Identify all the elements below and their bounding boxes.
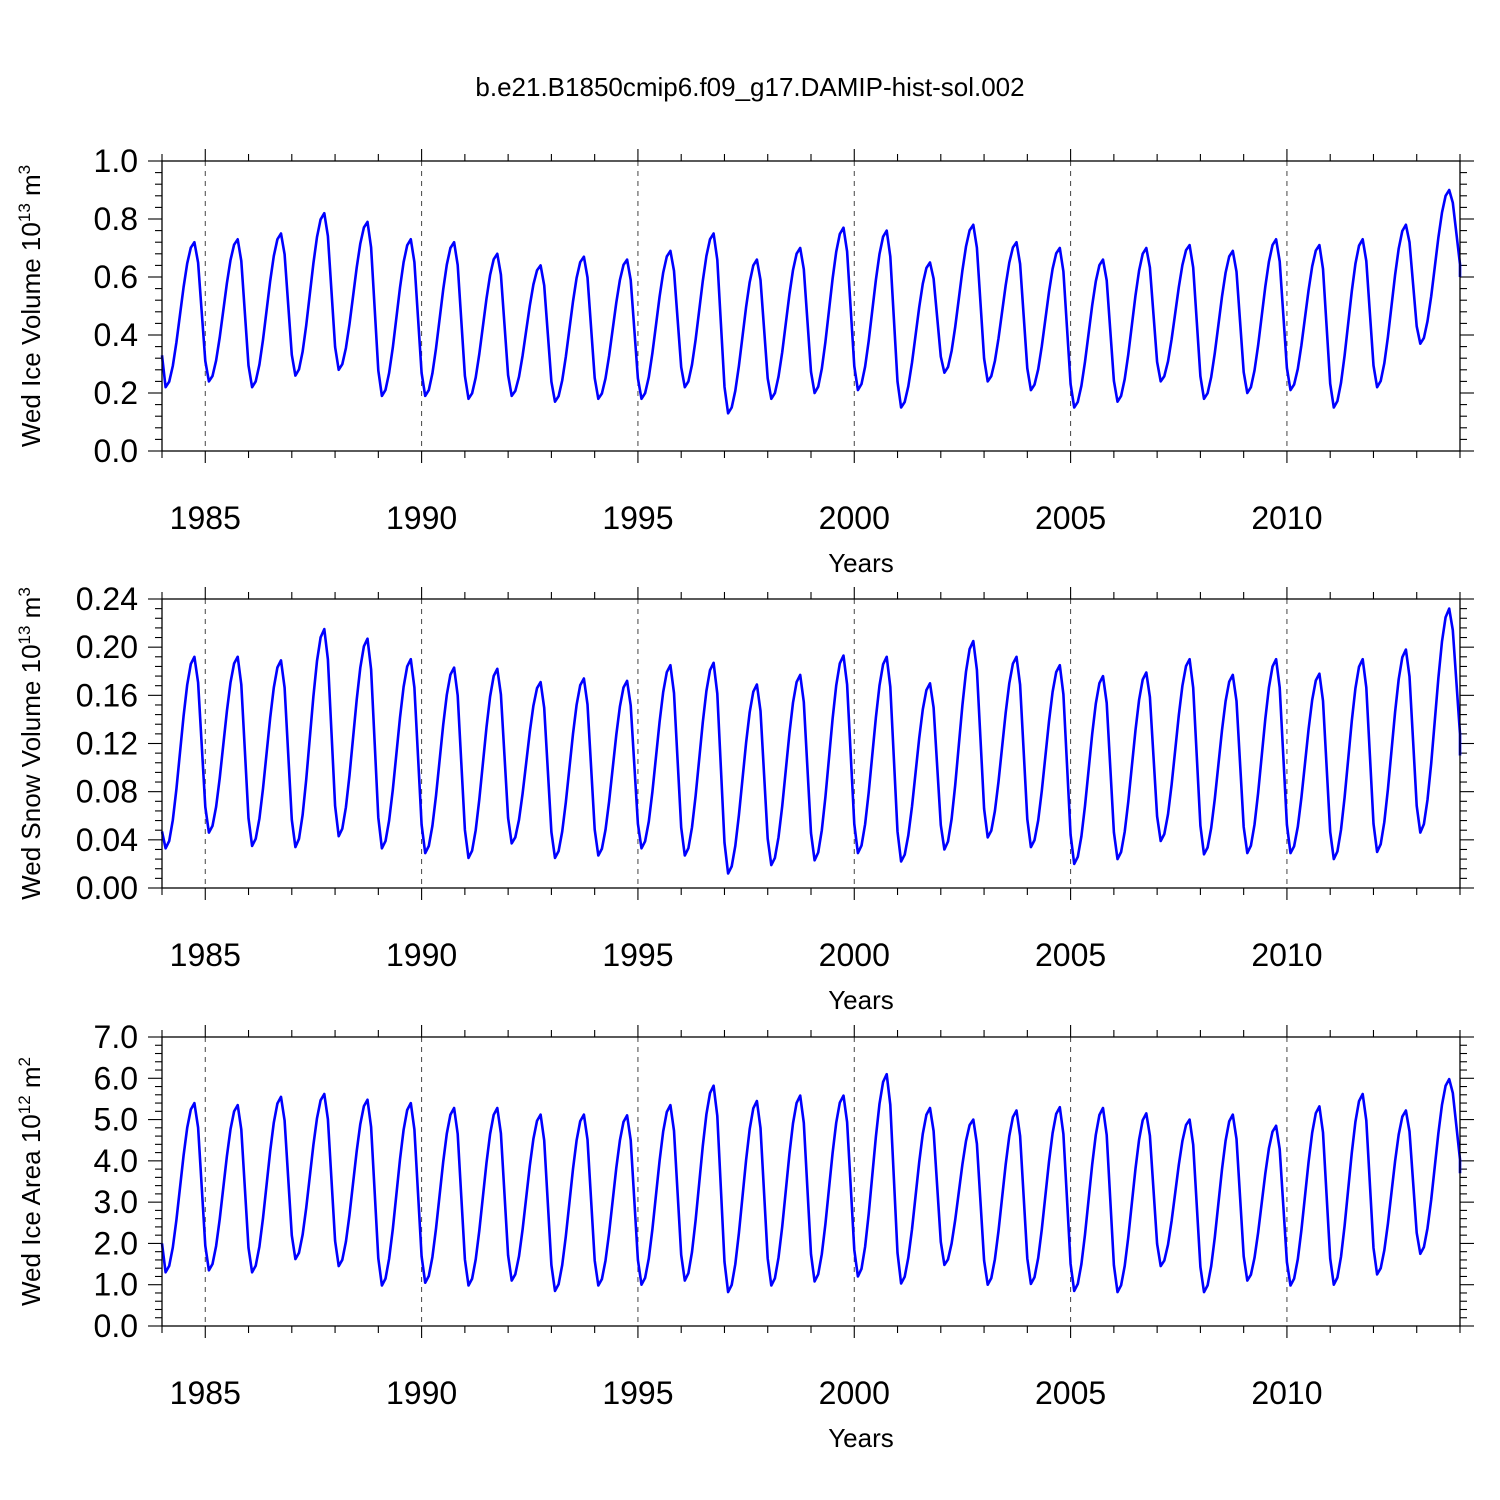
y-axis-label-text: Wed Ice Area 10 [16,1114,46,1306]
series-line-snow-volume [160,607,1462,875]
plot-frame [161,160,1461,452]
y-tick-label: 2.0 [94,1225,138,1261]
y-axis-label-text: Wed Ice Volume 10 [16,222,46,447]
y-tick-label: 1.0 [94,143,138,179]
y-tick-label: 5.0 [94,1102,138,1138]
y-tick-label: 0.08 [76,774,138,810]
x-tick-label: 2000 [819,937,890,973]
x-tick-label: 2010 [1251,1375,1322,1411]
x-tick-label: 1995 [602,500,673,536]
x-tick-label: 1995 [602,1375,673,1411]
x-tick-label: 1985 [170,1375,241,1411]
y-tick-label: 0.20 [76,629,138,665]
y-tick-label: 6.0 [94,1060,138,1096]
chart-panel-snow-volume: 0.00 0.04 0.08 0.12 0.16 0.20 0.24 1985 1990 1995… [15,581,1474,1015]
chart-panel-ice-area: 0.0 1.0 2.0 3.0 4.0 5.0 6.0 7.0 1985 1990 1995 2000… [15,1019,1474,1453]
y-axis-label-sup1: 12 [15,1095,34,1114]
x-tick-label: 1985 [170,500,241,536]
y-tick-label: 0.8 [94,201,138,237]
chart-panel-ice-volume: 0.0 0.2 0.4 0.6 0.8 1.0 1985 1990 1995 2000 2005 20… [15,143,1474,578]
y-tick-label: 0.12 [76,726,138,762]
y-tick-label: 3.0 [94,1184,138,1220]
x-axis-label: Years [828,548,894,578]
y-axis-label-sup2: 3 [15,165,34,174]
y-tick-label: 0.0 [94,433,138,469]
y-axis-label-sup2: 3 [15,587,34,596]
x-tick-label: 2005 [1035,1375,1106,1411]
x-tick-label: 2010 [1251,500,1322,536]
series-line-ice-volume [160,188,1462,415]
y-axis-label-sup1: 13 [15,626,34,645]
y-tick-label: 0.24 [76,581,138,617]
y-tick-label: 0.2 [94,375,138,411]
x-tick-label: 1995 [602,937,673,973]
y-tick-label: 0.00 [76,870,138,906]
y-axis-label-text: Wed Snow Volume 10 [16,644,46,899]
x-axis-label: Years [828,985,894,1015]
x-tick-label: 1990 [386,1375,457,1411]
x-axis-label: Years [828,1423,894,1453]
x-tick-label: 2005 [1035,500,1106,536]
y-axis-label-sup1: 13 [15,203,34,222]
x-tick-label: 1990 [386,937,457,973]
x-tick-label: 2005 [1035,937,1106,973]
y-tick-label: 4.0 [94,1143,138,1179]
y-tick-label: 0.4 [94,317,138,353]
x-tick-label: 2000 [819,1375,890,1411]
y-axis-label-sup2: 2 [15,1057,34,1066]
y-tick-label: 1.0 [94,1267,138,1303]
y-tick-label: 7.0 [94,1019,138,1055]
y-axis-label: Wed Ice Area 1012 m2 [15,1057,46,1306]
x-tick-label: 1990 [386,500,457,536]
plot-frame [161,1036,1461,1327]
plot-frame [161,598,1461,889]
x-tick-label: 2000 [819,500,890,536]
y-tick-label: 0.16 [76,677,138,713]
y-tick-label: 0.6 [94,259,138,295]
y-tick-label: 0.0 [94,1308,138,1344]
figure-title: b.e21.B1850cmip6.f09_g17.DAMIP-hist-sol.… [475,72,1024,102]
y-axis-label-unit: m [16,597,46,626]
y-axis-label: Wed Ice Volume 1013 m3 [15,165,46,447]
y-axis-label-unit: m [16,174,46,203]
x-tick-label: 2010 [1251,937,1322,973]
y-axis-label: Wed Snow Volume 1013 m3 [15,587,46,900]
y-tick-label: 0.04 [76,822,138,858]
series-line-ice-area [160,1072,1462,1294]
x-tick-label: 1985 [170,937,241,973]
y-axis-label-unit: m [16,1066,46,1095]
